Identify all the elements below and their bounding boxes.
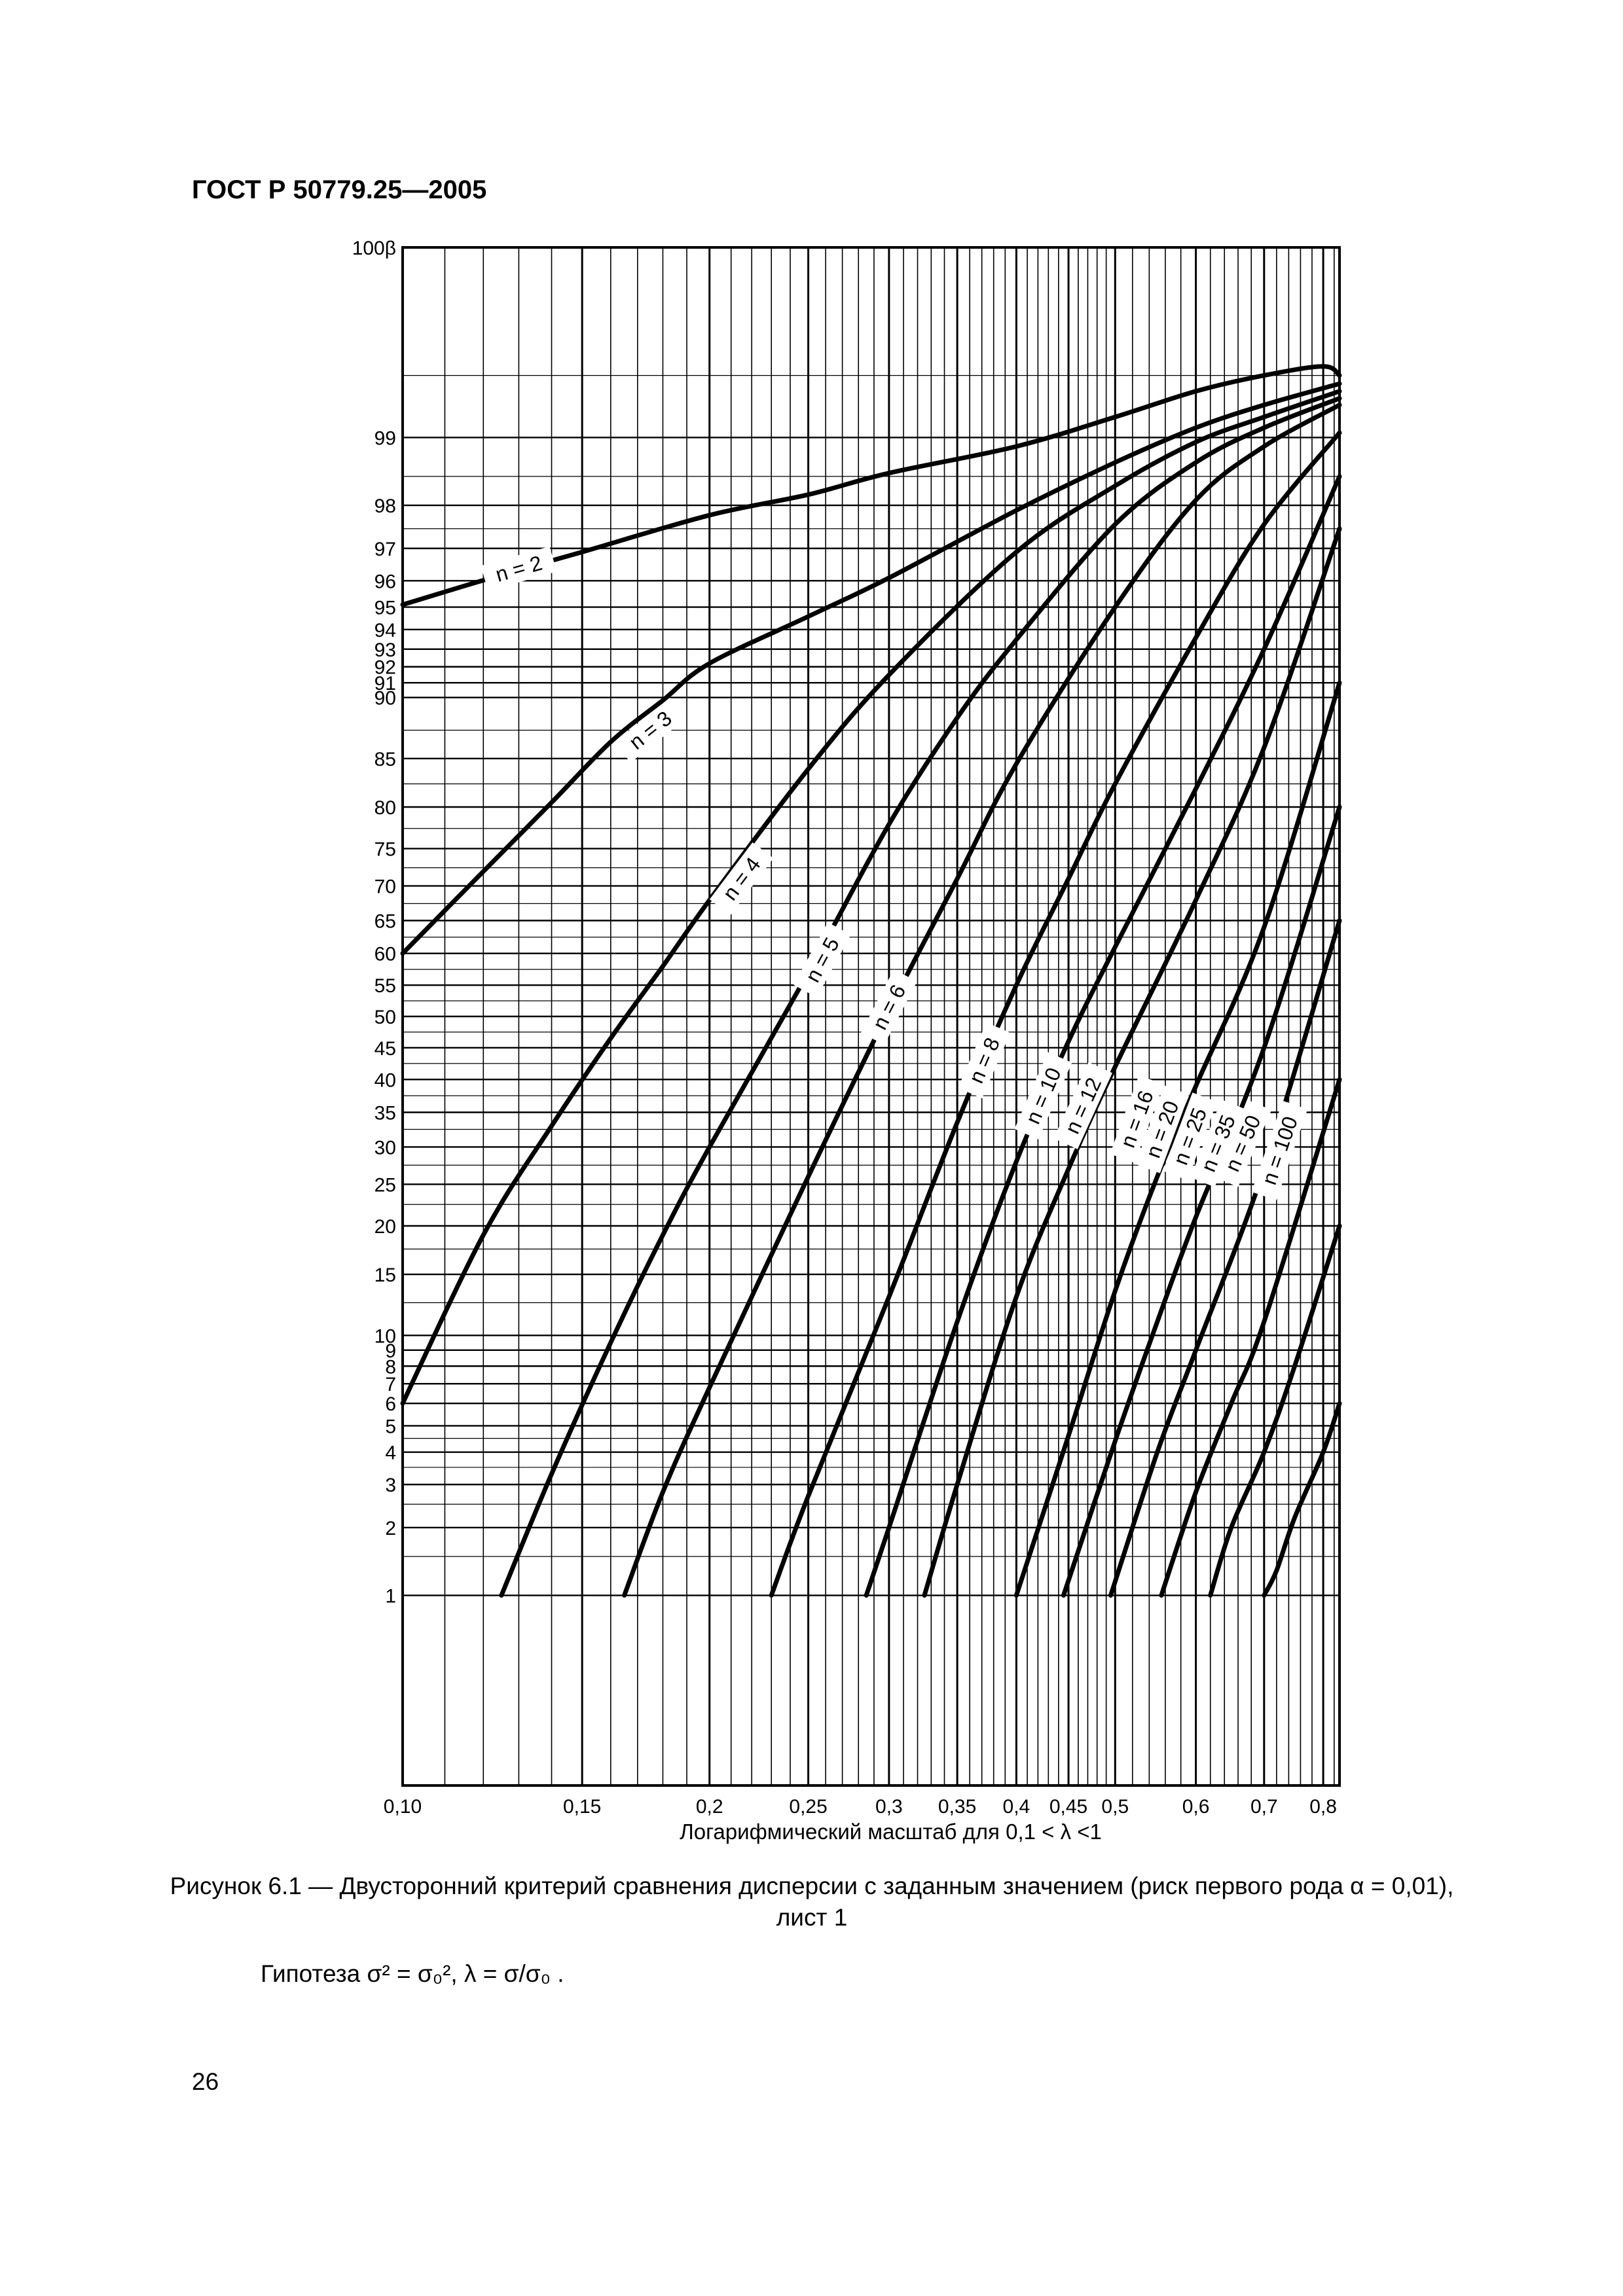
y-tick-label: 9 [385, 1340, 396, 1362]
curve-label-bg [1190, 1100, 1246, 1187]
curve-label-bg [1214, 1100, 1272, 1187]
page-number: 26 [192, 2068, 219, 2095]
curve-n10 [864, 474, 1342, 1598]
curve-label-bg [861, 969, 917, 1045]
curve-label-bg [481, 546, 557, 591]
curve-n3 [400, 381, 1342, 956]
y-tick-label: 99 [374, 427, 396, 449]
x-tick-label: 0,10 [384, 1796, 422, 1818]
curve-n2 [400, 364, 1342, 607]
hypothesis-word: Гипотеза [261, 1960, 361, 1987]
y-tick-labels: 100β999897969594939291908580757065605550… [352, 238, 396, 1607]
curves [400, 364, 1342, 1598]
x-tick-label: 0,4 [1003, 1796, 1030, 1818]
hypothesis-line: Гипотеза σ² = σ₀², λ = σ/σ₀ . [261, 1960, 564, 1988]
y-tick-label: 80 [374, 797, 396, 819]
y-tick-label: 35 [374, 1103, 396, 1124]
y-tick-label: 65 [374, 910, 396, 932]
curve-n100 [1262, 1401, 1342, 1598]
x-tick-label: 0,45 [1049, 1796, 1087, 1818]
y-tick-label: 1 [385, 1586, 396, 1607]
y-tick-label: 5 [385, 1416, 396, 1437]
power-curves-chart: n = 2n = 3n = 4n = 5n = 6n = 8n = 10n = … [352, 238, 1342, 1844]
x-tick-label: 0,25 [789, 1796, 827, 1818]
y-tick-label: 97 [374, 539, 396, 560]
curve-label-bg [958, 1022, 1011, 1099]
y-tick-label: 7 [385, 1374, 396, 1395]
x-tick-label: 0,6 [1182, 1796, 1210, 1818]
curve-n8 [769, 430, 1342, 1598]
y-tick-label: 6 [385, 1393, 396, 1415]
curve-label-group: n = 6 [861, 969, 917, 1045]
x-tick-label: 0,3 [875, 1796, 903, 1818]
figure-caption-sheet: лист 1 [776, 1904, 848, 1931]
curve-label-group: n = 8 [958, 1022, 1011, 1099]
y-tick-label: 20 [374, 1216, 396, 1238]
curve-label-bg [1251, 1100, 1308, 1200]
y-tick-label: 94 [374, 620, 396, 641]
plot-frame [401, 246, 1341, 1787]
y-tick-label: 8 [385, 1356, 396, 1378]
curve-n5 [499, 396, 1342, 1598]
x-tick-label: 0,2 [696, 1796, 723, 1818]
curve-label-bg [1110, 1075, 1164, 1163]
y-tick-label: 45 [374, 1038, 396, 1060]
curve-label-bg [793, 922, 851, 997]
y-tick-label: 96 [374, 571, 396, 592]
hypothesis-formula: σ² = σ₀², λ = σ/σ₀ . [367, 1960, 564, 1987]
x-tick-label: 0,15 [563, 1796, 601, 1818]
y-tick-label: 55 [374, 975, 396, 997]
curve-labels: n = 2n = 3n = 4n = 5n = 6n = 8n = 10n = … [481, 546, 1308, 1200]
y-tick-label: 98 [374, 495, 396, 517]
curve-n20 [1061, 804, 1342, 1598]
x-tick-label: 0,5 [1101, 1796, 1129, 1818]
x-tick-labels: 0,10 0,15 0,2 0,25 0,3 0,35 0,4 0,45 0,5 0,6 0,7 0,… [384, 1796, 1337, 1818]
curve-label-bg [614, 697, 687, 763]
y-tick-label: 40 [374, 1069, 396, 1091]
y-tick-label: 100β [352, 238, 396, 259]
y-tick-label: 15 [374, 1265, 396, 1286]
curve-label-bg [709, 842, 774, 916]
y-tick-label: 91 [374, 673, 396, 694]
y-tick-label: 70 [374, 876, 396, 898]
y-tick-label: 60 [374, 944, 396, 965]
curve-n50 [1208, 1223, 1342, 1598]
figure-caption: Рисунок 6.1 — Двусторонний критерий срав… [170, 1873, 1454, 1899]
curve-label-bg [1014, 1052, 1072, 1139]
curve-label-bg [1135, 1085, 1189, 1174]
curve-n6 [622, 403, 1342, 1598]
curve-label-bg [1053, 1062, 1112, 1149]
y-tick-label: 93 [374, 639, 396, 661]
x-axis-label: Логарифмический масштаб для 0,1 < λ <1 [680, 1820, 1102, 1844]
y-tick-label: 4 [385, 1443, 396, 1464]
y-tick-label: 25 [374, 1174, 396, 1196]
y-tick-label: 95 [374, 598, 396, 619]
standard-header: ГОСТ Р 50779.25—2005 [192, 175, 487, 204]
x-tick-label: 0,7 [1250, 1796, 1278, 1818]
y-tick-label: 10 [374, 1325, 396, 1347]
curve-n25 [1108, 918, 1342, 1598]
curve-n4 [400, 389, 1342, 1406]
y-tick-label: 3 [385, 1475, 396, 1496]
curve-label: n = 5 [801, 933, 844, 986]
y-tick-label: 85 [374, 749, 396, 770]
curve-n35 [1159, 1077, 1342, 1598]
y-tick-label: 90 [374, 688, 396, 709]
y-tick-label: 2 [385, 1518, 396, 1539]
x-tick-label: 0,35 [938, 1796, 976, 1818]
y-tick-label: 92 [374, 657, 396, 679]
x-tick-label: 0,8 [1309, 1796, 1337, 1818]
curve-label-bg [1163, 1092, 1217, 1181]
y-tick-label: 30 [374, 1137, 396, 1158]
y-tick-label: 75 [374, 839, 396, 861]
y-tick-label: 50 [374, 1007, 396, 1028]
